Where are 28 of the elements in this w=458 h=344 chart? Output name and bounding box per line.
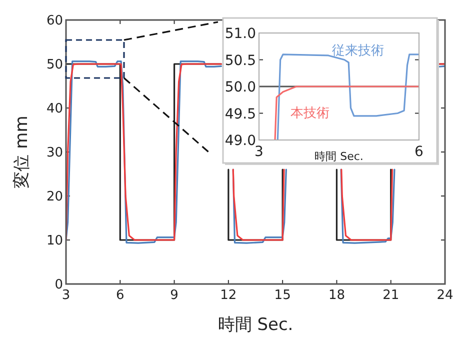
y-axis-title: 変位 mm (12, 116, 32, 188)
x-tick-label: 9 (170, 288, 178, 303)
y-tick-label: 50 (46, 58, 63, 73)
line-series (274, 86, 419, 140)
y-tick-label: 49.0 (224, 133, 256, 150)
y-tick-label: 30 (46, 146, 63, 161)
x-axis-title: 時間 Sec. (218, 315, 294, 335)
x-tick-label: 6 (414, 144, 424, 160)
y-tick-label: 50.5 (224, 52, 256, 69)
y-tick-label: 20 (46, 190, 63, 205)
y-tick-label: 50.0 (224, 80, 256, 96)
series-label: 従来技術 (332, 44, 384, 59)
y-tick-label: 40 (46, 102, 63, 117)
y-tick-label: 60 (46, 14, 63, 29)
x-tick-label: 24 (436, 288, 454, 303)
x-tick-label: 3 (62, 288, 70, 303)
y-tick-label: 51.0 (224, 26, 256, 42)
x-tick-label: 3 (254, 144, 264, 160)
y-tick-label: 0 (54, 278, 63, 293)
x-tick-label: 6 (116, 288, 124, 303)
x-tick-label: 15 (274, 288, 291, 303)
x-tick-label: 12 (220, 288, 237, 303)
y-tick-label: 10 (46, 234, 63, 249)
x-tick-label: 21 (382, 288, 400, 303)
x-axis-title: 時間 Sec. (314, 150, 364, 163)
series-label: 本技術 (290, 106, 330, 121)
y-tick-label: 49.5 (224, 106, 256, 122)
x-tick-label: 18 (328, 288, 345, 303)
